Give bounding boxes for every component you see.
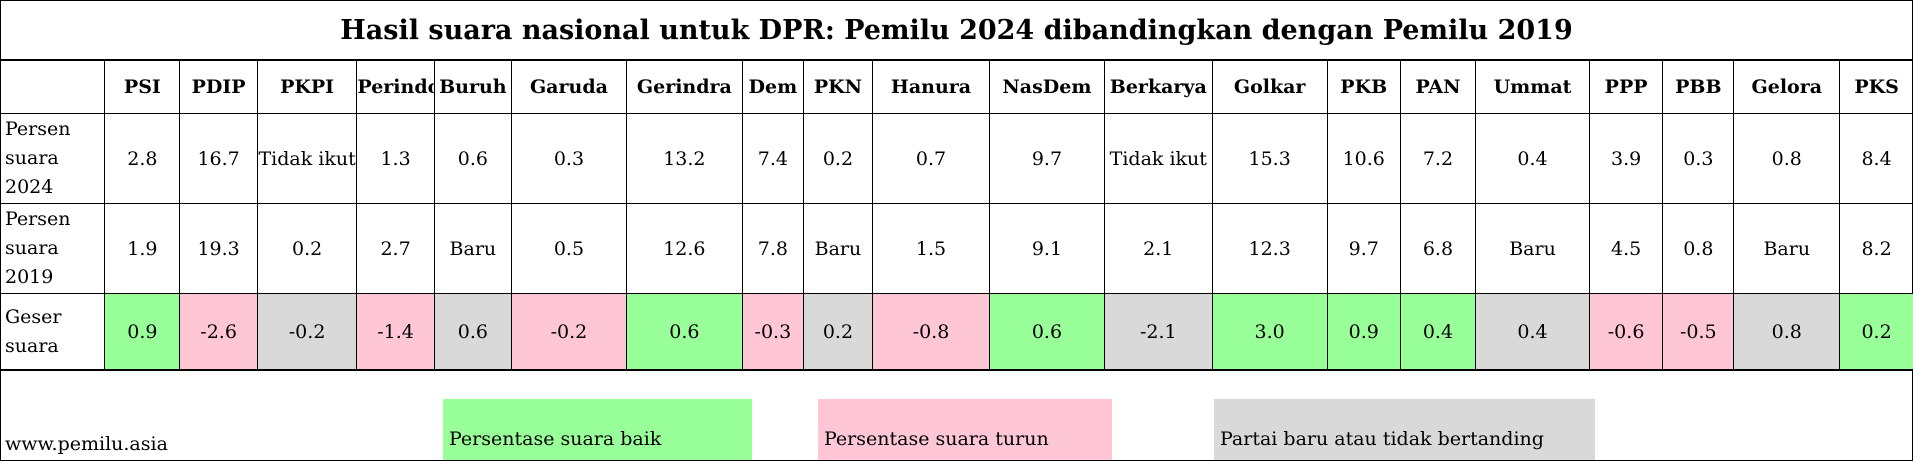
party-header: Berkarya: [1103, 61, 1213, 114]
cell-2024: 0.3: [1662, 113, 1734, 204]
party-header: PDIP: [179, 61, 258, 114]
cell-shift: 0.4: [1399, 293, 1476, 371]
cell-shift: 0.6: [625, 293, 743, 371]
cell-2024: 16.7: [179, 113, 258, 204]
cell-2019: 6.8: [1399, 203, 1476, 294]
cell-2024: 7.2: [1399, 113, 1476, 204]
cell-2024: 15.3: [1211, 113, 1328, 204]
cell-shift: -0.2: [256, 293, 357, 371]
cell-2019: Baru: [1475, 203, 1590, 294]
cell-shift: 0.2: [1839, 293, 1913, 371]
legend-up: Persentase suara baik: [443, 399, 752, 460]
cell-shift: 0.8: [1733, 293, 1840, 371]
cell-2019: 2.7: [356, 203, 435, 294]
cell-2024: 9.7: [988, 113, 1105, 204]
cell-2019: 12.6: [625, 203, 743, 294]
cell-2019: 0.5: [510, 203, 627, 294]
cell-2024: 0.7: [872, 113, 990, 204]
legend-up-label: Persentase suara baik: [449, 428, 662, 450]
cell-2024: 0.8: [1733, 113, 1840, 204]
party-header: Golkar: [1211, 61, 1328, 114]
cell-2019: 0.2: [256, 203, 357, 294]
row-label-2019: Persen suara 2019: [1, 203, 105, 294]
cell-shift: -2.1: [1103, 293, 1213, 371]
party-header: Hanura: [872, 61, 990, 114]
source-text: www.pemilu.asia: [5, 433, 168, 455]
cell-shift: 0.2: [802, 293, 873, 371]
cell-shift: -0.3: [741, 293, 804, 371]
party-header: PPP: [1588, 61, 1663, 114]
party-header: NasDem: [988, 61, 1105, 114]
cell-2019: 19.3: [179, 203, 258, 294]
cell-shift: 0.9: [1326, 293, 1401, 371]
cell-2019: 0.8: [1662, 203, 1734, 294]
party-header: PSI: [104, 61, 180, 114]
cell-2019: 9.7: [1326, 203, 1401, 294]
cell-shift: -0.5: [1662, 293, 1734, 371]
cell-shift: 0.6: [433, 293, 512, 371]
party-header: PAN: [1399, 61, 1476, 114]
cell-2019: 1.9: [104, 203, 180, 294]
cell-2024: Tidak ikut: [1103, 113, 1213, 204]
legend-down: Persentase suara turun: [818, 399, 1112, 460]
cell-shift: -0.6: [1588, 293, 1663, 371]
cell-2024: 1.3: [356, 113, 435, 204]
cell-shift: -2.6: [179, 293, 258, 371]
cell-shift: 3.0: [1211, 293, 1328, 371]
row-label-shift: Geser suara: [1, 293, 105, 371]
party-header: Gerindra: [625, 61, 743, 114]
cell-2024: 2.8: [104, 113, 180, 204]
cell-2019: Baru: [433, 203, 512, 294]
cell-2024: 0.2: [802, 113, 873, 204]
party-header: Buruh: [433, 61, 512, 114]
party-header: PKN: [802, 61, 873, 114]
cell-2024: 0.3: [510, 113, 627, 204]
cell-shift: 0.4: [1475, 293, 1590, 371]
cell-2019: 2.1: [1103, 203, 1213, 294]
cell-2024: 0.6: [433, 113, 512, 204]
cell-2024: 7.4: [741, 113, 804, 204]
cell-2019: 1.5: [872, 203, 990, 294]
cell-2024: 8.4: [1839, 113, 1913, 204]
results-table: PSI PDIP PKPI Perindo Buruh Garuda Gerindra Dem…: [1, 61, 1913, 371]
table-row: Persen suara 2019 1.9 19.3 0.2 2.7 Baru 0.5 12…: [1, 203, 1913, 294]
table-row: Geser suara 0.9 -2.6 -0.2 -1.4 0.6 -0.2 0.6 -0.…: [1, 293, 1913, 371]
party-header: Gelora: [1733, 61, 1840, 114]
cell-2019: 4.5: [1588, 203, 1663, 294]
party-header: Perindo: [356, 61, 435, 114]
cell-2019: 9.1: [988, 203, 1105, 294]
legend-neutral: Partai baru atau tidak bertanding: [1214, 399, 1595, 460]
cell-shift: -1.4: [356, 293, 435, 371]
cell-shift: -0.2: [510, 293, 627, 371]
party-header: PKB: [1326, 61, 1401, 114]
cell-2024: 3.9: [1588, 113, 1663, 204]
party-header: PBB: [1662, 61, 1734, 114]
cell-shift: -0.8: [872, 293, 990, 371]
party-header: Dem: [741, 61, 804, 114]
row-label-2024: Persen suara 2024: [1, 113, 105, 204]
cell-2019: 8.2: [1839, 203, 1913, 294]
cell-2019: 12.3: [1211, 203, 1328, 294]
header-corner: [1, 61, 105, 114]
party-header: Garuda: [510, 61, 627, 114]
legend-down-label: Persentase suara turun: [824, 428, 1049, 450]
cell-2019: 7.8: [741, 203, 804, 294]
table-row: Persen suara 2024 2.8 16.7 Tidak ikut 1.3 0.…: [1, 113, 1913, 204]
cell-shift: 0.9: [104, 293, 180, 371]
cell-shift: 0.6: [988, 293, 1105, 371]
page-title: Hasil suara nasional untuk DPR: Pemilu 2…: [1, 1, 1912, 61]
cell-2024: 10.6: [1326, 113, 1401, 204]
legend-neutral-label: Partai baru atau tidak bertanding: [1220, 428, 1544, 450]
header-row: PSI PDIP PKPI Perindo Buruh Garuda Gerindra Dem…: [1, 61, 1913, 114]
cell-2019: Baru: [802, 203, 873, 294]
party-header: PKPI: [256, 61, 357, 114]
cell-2024: 0.4: [1475, 113, 1590, 204]
cell-2024: Tidak ikut: [256, 113, 357, 204]
cell-2019: Baru: [1733, 203, 1840, 294]
cell-2024: 13.2: [625, 113, 743, 204]
party-header: PKS: [1839, 61, 1913, 114]
party-header: Ummat: [1475, 61, 1590, 114]
